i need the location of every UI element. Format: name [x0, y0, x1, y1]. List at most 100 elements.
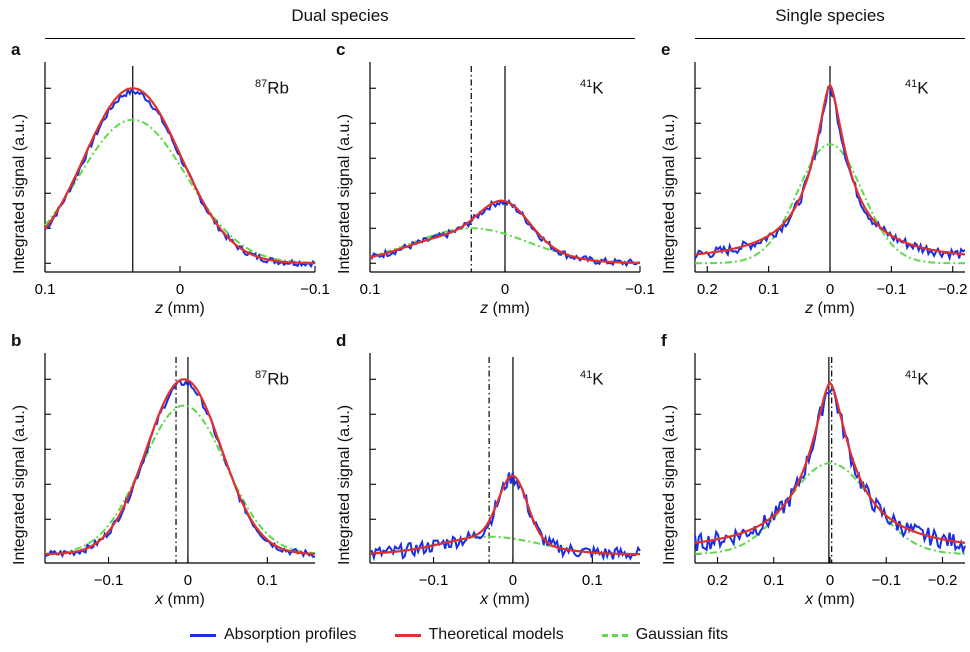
legend-item: Absorption profiles — [190, 626, 357, 644]
x-axis-var: z — [155, 300, 164, 317]
x-axis-unit: (mm) — [163, 591, 205, 608]
legend: Absorption profiles Theoretical models G… — [190, 626, 766, 644]
x-tick-label: −0.2 — [928, 572, 958, 589]
legend-item: Theoretical models — [394, 626, 564, 644]
x-axis-label: z (mm) — [435, 300, 575, 318]
x-axis-label: x (mm) — [760, 591, 900, 609]
gaussian-fit-curve — [369, 227, 640, 264]
legend-label: Theoretical models — [428, 626, 564, 643]
y-axis-label: Integrated signal (a.u.) — [11, 404, 28, 565]
species-element: Rb — [267, 369, 289, 389]
x-axis-unit: (mm) — [813, 591, 855, 608]
x-tick-label: 0 — [501, 281, 509, 298]
x-axis-unit: (mm) — [488, 591, 530, 608]
x-tick-label: 0 — [176, 281, 184, 298]
absorption-profile-curve — [369, 472, 641, 562]
absorption-profile-curve — [44, 87, 316, 269]
x-tick-label: 0.1 — [582, 572, 603, 589]
x-tick-label: −0.1 — [871, 572, 901, 589]
absorption-profile-curve — [44, 379, 316, 559]
x-axis-label: x (mm) — [435, 591, 575, 609]
x-tick-label: 0 — [826, 572, 834, 589]
x-axis-unit: (mm) — [813, 300, 855, 317]
theoretical-model-curve — [44, 87, 315, 265]
y-axis-label: Integrated signal (a.u.) — [11, 113, 28, 274]
species-element: K — [592, 78, 604, 98]
theoretical-model-curve — [694, 380, 966, 544]
species-mass: 41 — [580, 369, 593, 381]
legend-swatch-absorption — [190, 633, 216, 637]
x-tick-label: 0 — [184, 572, 192, 589]
x-tick-label: −0.1 — [877, 281, 907, 298]
panel-letter: d — [336, 331, 347, 350]
x-tick-label: −0.1 — [300, 281, 330, 298]
x-axis-label: z (mm) — [760, 300, 900, 318]
species-mass: 87 — [255, 78, 268, 90]
gaussian-fit-curve — [695, 143, 965, 265]
species-label: 41K — [580, 78, 604, 99]
x-tick-label: 0.1 — [35, 281, 56, 298]
theoretical-model-curve — [369, 199, 640, 265]
header-dual-species: Dual species — [291, 6, 389, 25]
x-axis-unit: (mm) — [163, 300, 205, 317]
absorption-profile-curve — [694, 387, 966, 555]
theoretical-model-curve — [369, 474, 640, 556]
legend-swatch-gaussian — [601, 633, 628, 637]
species-mass: 41 — [905, 369, 918, 381]
gaussian-fit-curve — [44, 404, 316, 555]
legend-item: Gaussian fits — [601, 626, 729, 644]
x-tick-label: 0.2 — [707, 572, 728, 589]
x-tick-label: 0.1 — [257, 572, 278, 589]
species-mass: 41 — [580, 78, 593, 90]
legend-label: Gaussian fits — [635, 626, 729, 643]
x-axis-var: x — [480, 591, 489, 608]
species-mass: 87 — [255, 369, 268, 381]
gaussian-fit-curve — [44, 118, 316, 264]
panel-e: 0.2 0.1 0 −0.1 −0.2 — [694, 62, 968, 298]
x-tick-label: −0.1 — [625, 281, 655, 298]
x-axis-label: z (mm) — [110, 300, 250, 318]
species-label: 41K — [905, 369, 929, 390]
panel-b: −0.1 0 0.1 — [44, 353, 316, 589]
species-label: 87Rb — [255, 369, 289, 390]
species-element: K — [917, 369, 929, 389]
x-tick-label: −0.2 — [938, 281, 968, 298]
x-tick-label: 0.1 — [763, 572, 784, 589]
species-label: 87Rb — [255, 78, 289, 99]
x-tick-label: −0.1 — [94, 572, 124, 589]
species-element: Rb — [267, 78, 289, 98]
theoretical-model-curve — [44, 378, 316, 556]
x-axis-var: z — [480, 300, 489, 317]
panel-letter: e — [661, 40, 671, 59]
y-axis-label: Integrated signal (a.u.) — [336, 404, 353, 565]
species-element: K — [592, 369, 604, 389]
panel-letter: c — [336, 40, 346, 59]
x-axis-unit: (mm) — [488, 300, 530, 317]
x-axis-var: x — [155, 591, 164, 608]
y-axis-label: Integrated signal (a.u.) — [661, 113, 678, 274]
header-single-line — [695, 38, 965, 39]
panel-letter: b — [11, 331, 22, 350]
x-tick-label: 0 — [509, 572, 517, 589]
species-label: 41K — [580, 369, 604, 390]
species-mass: 41 — [905, 78, 918, 90]
x-axis-label: x (mm) — [110, 591, 250, 609]
panel-f: 0.2 0.1 0 −0.1 −0.2 — [694, 353, 966, 589]
legend-swatch-theory — [394, 633, 421, 637]
x-axis-var: z — [805, 300, 814, 317]
species-label: 41K — [905, 78, 929, 99]
panel-a: 0.1 0 −0.1 — [35, 62, 330, 298]
x-axis-var: x — [805, 591, 814, 608]
x-tick-label: 0.2 — [697, 281, 718, 298]
y-axis-label: Integrated signal (a.u.) — [336, 113, 353, 274]
panel-c: 0.1 0 −0.1 — [360, 62, 655, 298]
species-element: K — [917, 78, 929, 98]
legend-label: Absorption profiles — [224, 626, 357, 643]
header-single-species: Single species — [775, 6, 885, 25]
gaussian-fit-curve — [694, 462, 966, 555]
x-tick-label: 0 — [826, 281, 834, 298]
x-tick-label: −0.1 — [419, 572, 449, 589]
x-tick-label: 0.1 — [758, 281, 779, 298]
